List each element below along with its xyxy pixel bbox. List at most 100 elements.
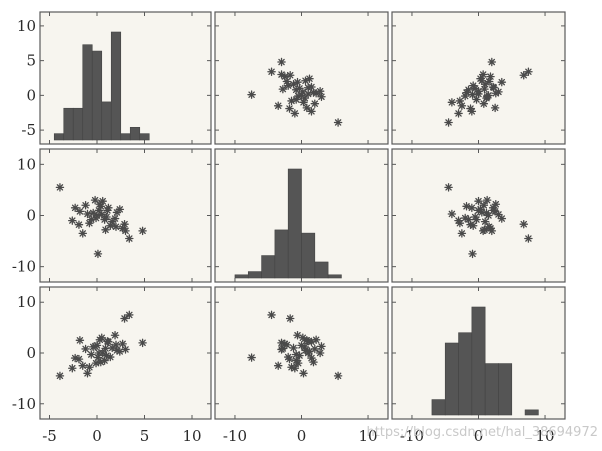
scatter-point — [81, 201, 90, 210]
x-tick-label: -10 — [223, 427, 247, 445]
panel-r0-c2 — [391, 11, 566, 145]
histogram-bar — [82, 44, 93, 141]
scatter-point — [290, 109, 300, 118]
scatter-point — [74, 220, 84, 229]
scatter-point — [474, 86, 483, 96]
scatter-point — [87, 215, 96, 224]
histogram-bar — [110, 31, 122, 141]
scatter-point — [75, 336, 85, 345]
scatter-point — [277, 70, 286, 79]
y-tick-label: 0 — [26, 207, 36, 225]
x-tick-label: 0 — [92, 427, 102, 445]
x-tick-label: 5 — [140, 427, 150, 445]
scatter-point — [289, 343, 298, 353]
histogram-bar — [53, 133, 65, 141]
histogram-bar — [301, 232, 316, 279]
scatter-point — [333, 118, 343, 127]
x-tick-label: 0 — [474, 427, 484, 445]
scatter-point — [333, 371, 343, 381]
y-tick-label: 10 — [17, 17, 36, 35]
scatter-point — [55, 371, 65, 381]
tick-labels: -5 0 5 10 -10 0 10 -10 0 10 -5 0 5 10 -10 0 10 -10 0 10 — [12, 17, 555, 445]
scatter-point — [468, 90, 477, 99]
scatter-point — [457, 229, 467, 238]
scatter-point — [524, 234, 533, 243]
histogram-bar — [314, 261, 329, 279]
histogram-bar — [458, 332, 473, 416]
scatter-point — [497, 77, 507, 87]
scatter-point — [476, 205, 485, 214]
histogram-bar — [247, 271, 262, 279]
scatter-point — [310, 344, 320, 354]
scatter-point — [303, 83, 313, 92]
scatter-point — [305, 74, 314, 83]
scatter-point — [121, 226, 130, 236]
panel-frame — [391, 148, 566, 283]
scatter-point — [317, 342, 326, 351]
scatter-point — [110, 214, 120, 223]
y-tick-label: -10 — [12, 395, 36, 413]
histogram-bar — [261, 255, 276, 279]
scatter-point — [102, 212, 111, 222]
scatter-point — [81, 344, 90, 354]
scatter-point — [489, 83, 499, 92]
scatter-point — [484, 222, 494, 232]
scatter-point — [125, 234, 134, 243]
panel-r2-c2 — [391, 286, 566, 420]
scatter-point — [277, 345, 286, 354]
scatter-point — [285, 314, 295, 323]
scatter-point — [455, 218, 465, 228]
scatter-point — [447, 98, 457, 107]
histogram-bar — [484, 363, 499, 416]
scatter-point — [285, 104, 294, 113]
scatter-point — [489, 206, 499, 215]
scatter-point — [83, 369, 92, 378]
scatter-point — [519, 219, 528, 229]
scatter-point — [486, 72, 495, 81]
scatter-point — [490, 103, 500, 113]
scatter-point — [267, 310, 276, 320]
scatter-point — [309, 88, 318, 97]
scatter-point — [462, 88, 471, 97]
scatter-point — [484, 211, 493, 220]
scatter-point — [74, 354, 84, 364]
scatter-point — [85, 362, 94, 372]
histogram-bar — [63, 107, 74, 141]
scatter-point — [277, 57, 286, 67]
scatter-point — [303, 337, 313, 346]
scatter-point — [103, 206, 112, 215]
scatter-point — [305, 347, 314, 356]
scatter-point — [285, 70, 295, 80]
scatter-point — [273, 361, 283, 370]
x-tick-label: -10 — [400, 427, 424, 445]
scatter-point — [293, 330, 302, 340]
scatter-point — [457, 101, 467, 111]
scatter-point — [299, 369, 308, 378]
scatter-point — [315, 348, 325, 358]
scatter-point — [310, 99, 320, 108]
scatter-point — [278, 84, 288, 94]
y-tick-label: 10 — [17, 293, 36, 311]
scatter-point — [95, 335, 105, 345]
scatter-point — [93, 249, 103, 259]
scatter-point — [111, 340, 121, 350]
scatter-point — [115, 205, 125, 214]
y-tick-label: 10 — [17, 155, 36, 173]
scatter-point — [87, 350, 96, 359]
scatter-point — [302, 103, 312, 113]
y-tick-label: 0 — [26, 344, 36, 362]
histogram-bar — [498, 363, 513, 416]
scatter-point — [519, 70, 528, 80]
x-tick-label: 10 — [182, 427, 201, 445]
scatter-point — [317, 92, 326, 102]
histogram-bar — [101, 101, 112, 141]
scatter-point — [447, 209, 457, 219]
scatter-point — [120, 219, 129, 229]
x-tick-label: 10 — [535, 427, 554, 445]
scatter-point — [444, 118, 453, 127]
scatter-point — [247, 353, 256, 362]
histogram-bar — [72, 107, 84, 141]
scatter-point — [307, 107, 316, 116]
scatter-point — [68, 216, 77, 225]
